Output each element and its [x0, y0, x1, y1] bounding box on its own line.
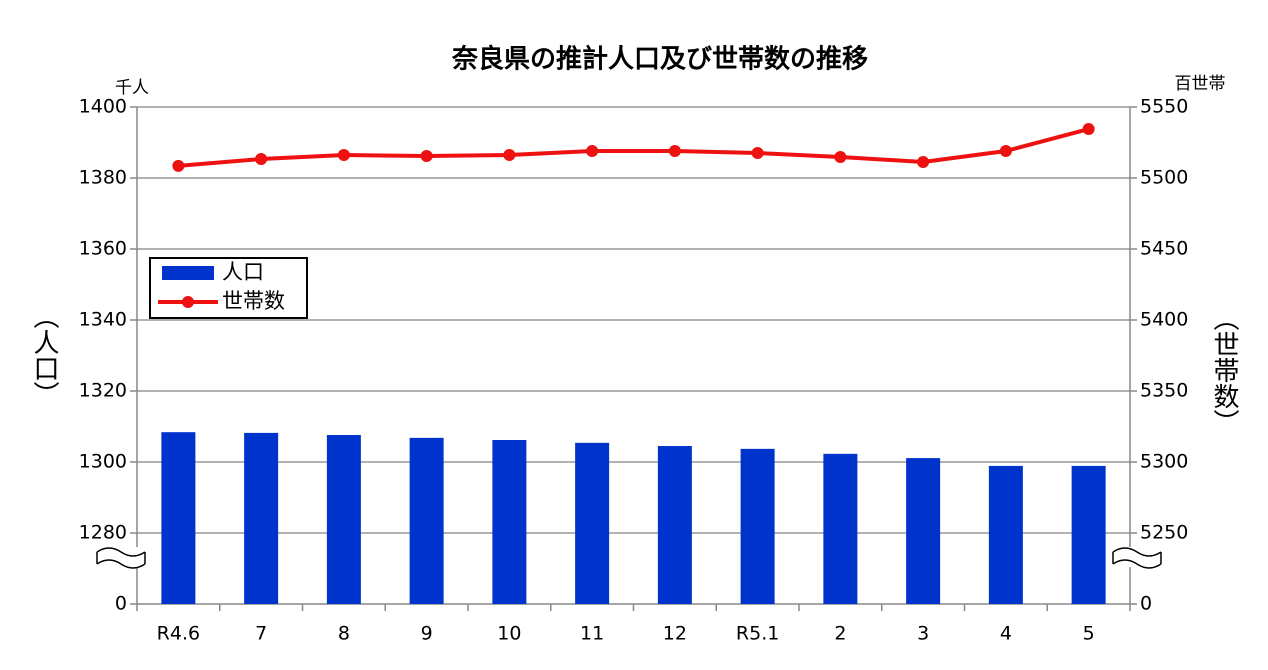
- x-tick-label: R5.1: [736, 623, 779, 645]
- x-tick-label: 4: [1000, 623, 1012, 645]
- y-axis-title: （人口）: [29, 303, 59, 407]
- line-point: [172, 159, 185, 172]
- x-tick-label: 2: [834, 623, 846, 645]
- x-tick-label: 12: [663, 623, 687, 645]
- y-unit: 千人: [115, 78, 149, 98]
- chart-title: 奈良県の推計人口及び世帯数の推移: [451, 44, 868, 75]
- line-point: [834, 150, 847, 163]
- line-point: [1082, 123, 1095, 136]
- line-point: [751, 147, 764, 160]
- x-tick-label: 10: [497, 623, 521, 645]
- y2-tick-label: 5350: [1140, 380, 1188, 402]
- bar: [326, 435, 361, 604]
- y-tick-label: 0: [115, 593, 127, 615]
- legend-label: 人口: [222, 260, 264, 284]
- line-point: [337, 148, 350, 161]
- bar: [575, 442, 610, 604]
- x-tick-label: 7: [255, 623, 267, 645]
- y-tick-label: 1400: [79, 96, 127, 118]
- line: [178, 127, 1090, 168]
- bar: [244, 432, 279, 604]
- x-tick-label: 9: [421, 623, 433, 645]
- line-point: [586, 145, 599, 158]
- line-point: [503, 148, 516, 161]
- y-tick-label: 1360: [79, 238, 127, 260]
- y2-axis-title: （世帯数）: [1209, 305, 1239, 435]
- line-point: [999, 145, 1012, 158]
- y-tick-label: 1320: [79, 380, 127, 402]
- bar: [492, 439, 527, 604]
- bar: [740, 448, 775, 604]
- axis-break: [1112, 547, 1162, 569]
- y-tick-label: 1340: [79, 309, 127, 331]
- y2-tick-label: 5250: [1140, 522, 1188, 544]
- x-tick-label: 11: [580, 623, 604, 645]
- legend-swatch: [182, 296, 194, 308]
- axis-break-bg: [97, 547, 147, 567]
- bar: [823, 453, 858, 604]
- x-tick-label: 3: [917, 623, 929, 645]
- y-tick-label: 1300: [79, 451, 127, 473]
- bar: [161, 432, 196, 604]
- y-tick-label: 1380: [79, 167, 127, 189]
- axis-break: [96, 547, 146, 569]
- y2-tick-label: 5450: [1140, 238, 1188, 260]
- legend-swatch: [162, 266, 214, 280]
- bar: [409, 437, 444, 604]
- line-point: [420, 149, 433, 162]
- y2-tick-label: 5500: [1140, 167, 1188, 189]
- bar: [906, 458, 941, 604]
- axis-break-bg: [1113, 547, 1163, 567]
- y-tick-label: 1280: [79, 522, 127, 544]
- y2-tick-label: 5550: [1140, 96, 1188, 118]
- line-point: [917, 155, 930, 168]
- y2-tick-label: 5400: [1140, 309, 1188, 331]
- y2-tick-label: 5300: [1140, 451, 1188, 473]
- y2-tick-label: 0: [1140, 593, 1152, 615]
- bar: [988, 465, 1023, 604]
- x-tick-label: R4.6: [157, 623, 200, 645]
- y2-unit: 百世帯: [1175, 74, 1226, 94]
- x-tick-label: 5: [1083, 623, 1095, 645]
- line-point: [255, 152, 268, 165]
- bar: [1071, 465, 1106, 604]
- x-tick-label: 8: [338, 623, 350, 645]
- line-point: [668, 145, 681, 158]
- legend-label: 世帯数: [222, 289, 285, 313]
- bar: [657, 446, 692, 604]
